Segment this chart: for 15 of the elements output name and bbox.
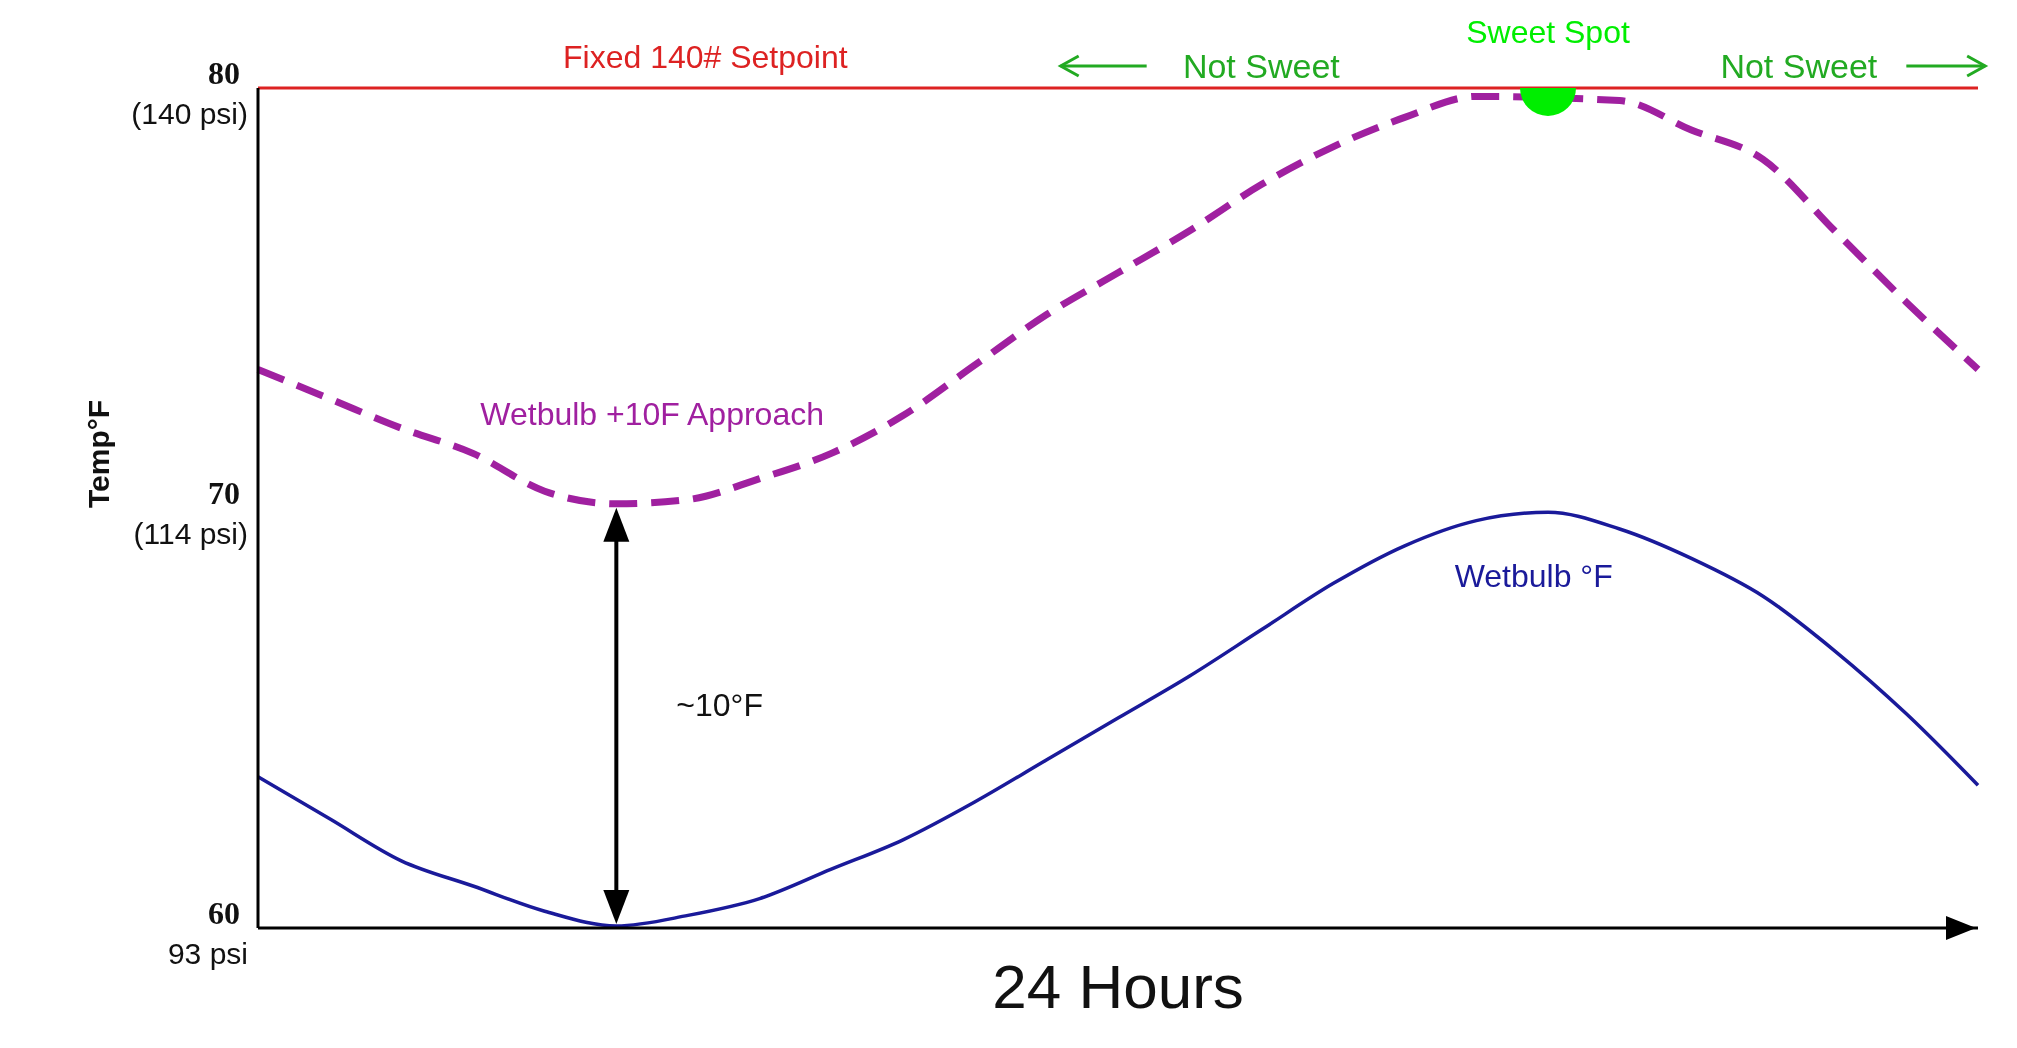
y-axis-title: Temp°F (81, 399, 115, 508)
text: (114 psi) (133, 517, 248, 550)
series-label: Wetbulb °F (1454, 558, 1613, 595)
text: Not Sweet (1720, 47, 1878, 85)
y-tick-label: 80 (208, 55, 240, 91)
text: Not Sweet (1182, 47, 1341, 85)
text: (140 psi) (131, 97, 248, 130)
series-label: Sweet Spot (1466, 14, 1630, 50)
x-axis-title: 24 Hours (992, 952, 1244, 1021)
text: 93 psi (167, 937, 248, 970)
series-label: Wetbulb +10F Approach (480, 395, 824, 432)
y-tick-label: 70 (208, 475, 240, 511)
y-tick-label: 60 (208, 895, 240, 931)
annotation: ~10°F (676, 686, 763, 723)
ref-line-label: Fixed 140# Setpoint (563, 38, 848, 75)
